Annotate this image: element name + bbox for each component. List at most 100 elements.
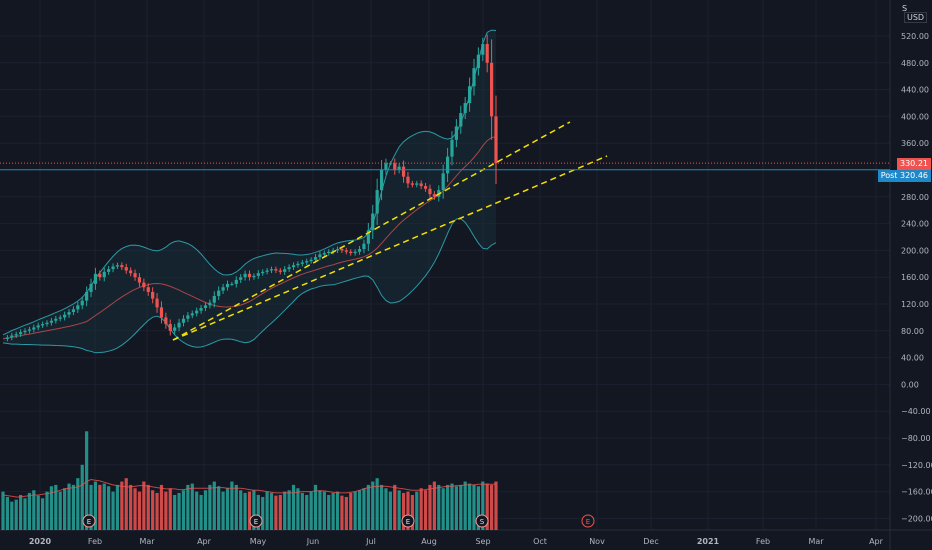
last-price-badge: 330.21	[897, 158, 931, 170]
candle-body	[111, 266, 115, 270]
volume-bar	[190, 483, 194, 530]
volume-bar	[494, 481, 498, 530]
volume-bar	[450, 483, 454, 530]
volume-bar	[234, 484, 238, 530]
candle-body	[203, 305, 208, 309]
volume-bar	[212, 481, 216, 530]
scale-label[interactable]: S	[902, 4, 908, 13]
price-axis[interactable]: 520.00 480.00 440.00 400.00 360.00 280.00 240.…	[901, 32, 932, 523]
candle-body	[239, 277, 243, 280]
volume-bar	[45, 491, 49, 530]
candle-body	[234, 279, 238, 284]
candle-body	[472, 68, 476, 87]
candle-body	[63, 314, 67, 318]
candle-body	[243, 273, 247, 278]
candle-body	[151, 291, 155, 299]
volume-bar	[318, 490, 322, 530]
volume-bar	[243, 492, 247, 530]
candle-body	[379, 170, 384, 191]
candle-body	[159, 307, 164, 318]
candle-body	[322, 253, 326, 255]
candle-body	[313, 257, 318, 260]
price-tick-label: −40.00	[901, 407, 931, 416]
candle-body	[54, 318, 58, 321]
volume-bar	[115, 484, 120, 530]
candle-body	[283, 269, 287, 272]
candle-body	[155, 298, 159, 308]
volume-bar	[120, 481, 124, 530]
volume-bar	[27, 492, 32, 530]
candle-body	[190, 313, 194, 316]
volume-bar	[357, 490, 362, 530]
volume-bar	[168, 488, 172, 530]
time-tick-label: Jun	[306, 537, 320, 546]
trendlines[interactable]	[172, 121, 608, 341]
candle-body	[124, 267, 128, 271]
candle-body	[265, 270, 269, 272]
candle-body	[327, 251, 331, 254]
volume-bar	[366, 484, 370, 530]
event-marker[interactable]: S	[475, 514, 489, 528]
candle-body	[419, 183, 423, 187]
price-tick-label: 360.00	[901, 139, 929, 148]
price-tick-label: 40.00	[901, 354, 924, 363]
volume-bar	[322, 491, 326, 530]
candle-body	[287, 267, 291, 270]
event-circle	[475, 514, 489, 528]
candle-body	[366, 230, 370, 244]
candle-body	[146, 287, 150, 292]
candle-body	[371, 213, 375, 231]
volume-bar	[85, 431, 89, 530]
volume-bar	[142, 481, 146, 530]
candle-body	[278, 270, 282, 272]
volume-bar	[349, 492, 353, 530]
event-marker[interactable]: E	[82, 514, 96, 528]
lower-band	[2, 218, 497, 354]
volume-bar	[32, 490, 36, 530]
candle-body	[375, 190, 379, 214]
volume-bar	[296, 488, 300, 530]
volume-bar	[36, 495, 40, 530]
volume-bar	[397, 490, 401, 530]
candle-body	[428, 188, 432, 195]
middle-band	[2, 136, 497, 340]
volume-bar	[252, 490, 256, 530]
event-marker[interactable]: E	[581, 514, 595, 528]
candle-body	[32, 327, 36, 330]
scale-indicator[interactable]: S USD	[902, 4, 932, 23]
volume-bar	[379, 484, 384, 530]
volume-bar	[173, 494, 177, 530]
candle-body	[19, 332, 23, 335]
event-circle	[581, 514, 595, 528]
price-tick-label: 160.00	[901, 273, 929, 282]
time-axis[interactable]: 2020 Feb Mar Apr May Jun Jul Aug Sep Oct Nov Dec 202…	[29, 537, 884, 546]
candle-body	[5, 337, 10, 339]
volume-bar	[124, 478, 128, 530]
price-tick-label: 80.00	[901, 327, 924, 336]
candle-body	[406, 176, 410, 184]
candle-body	[225, 283, 230, 288]
event-marker[interactable]: E	[401, 514, 415, 528]
time-tick-label: Mar	[808, 537, 824, 546]
currency-label[interactable]: USD	[904, 12, 928, 23]
price-tick-label: 120.00	[901, 300, 929, 309]
price-tick-label: 240.00	[901, 220, 929, 229]
volume-bar	[472, 484, 476, 530]
volume-bar	[283, 491, 287, 530]
candle-body	[410, 183, 414, 185]
candle-body	[49, 320, 54, 323]
candle-body	[168, 324, 172, 331]
event-marker[interactable]: E	[249, 514, 263, 528]
volume-bar	[335, 491, 340, 530]
volume-bar	[481, 481, 485, 530]
volume-bar	[164, 491, 168, 530]
volume-bar	[371, 481, 375, 530]
candle-body	[115, 265, 120, 267]
volume-bar	[111, 491, 115, 530]
volume-bar	[410, 494, 414, 530]
volume-bar	[199, 494, 203, 530]
candle-body	[80, 300, 84, 306]
candle-body	[256, 273, 260, 276]
